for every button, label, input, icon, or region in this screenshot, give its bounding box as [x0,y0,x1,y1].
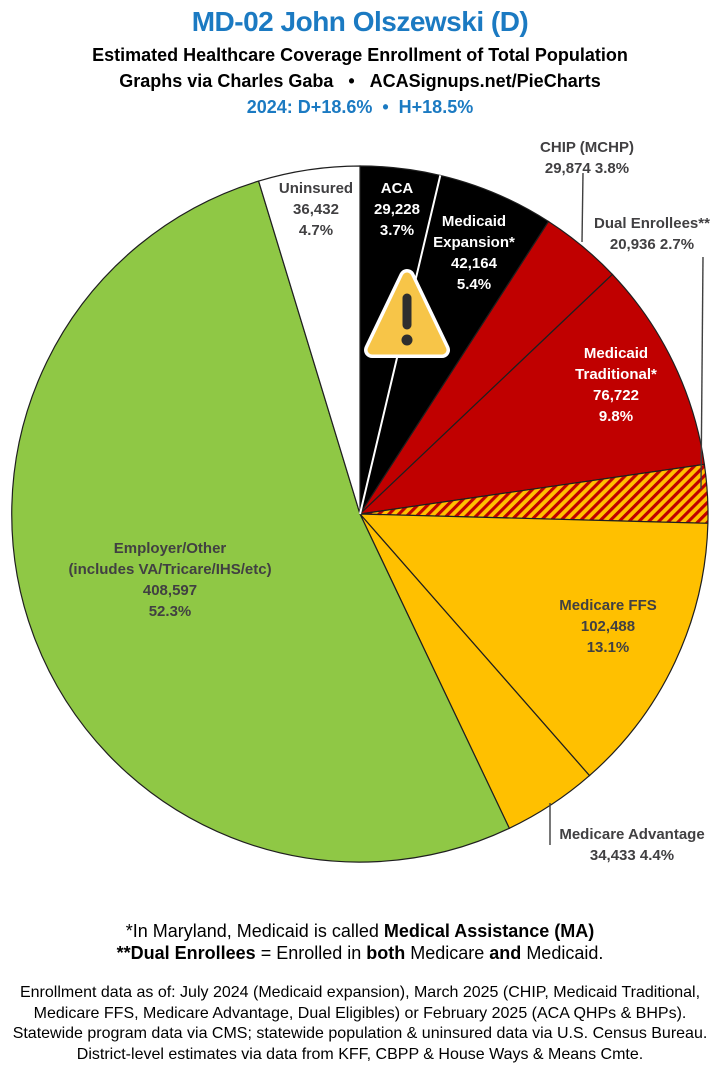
label-line: Traditional* [575,366,657,383]
slice-label-medicare-ffs: Medicare FFS 102,488 13.1% [559,595,657,658]
dual-enrollees-leader-line [700,256,704,490]
slice-label-chip: CHIP (MCHP) 29,874 3.8% [540,137,634,179]
label-line: 42,164 [451,255,497,272]
slice-label-medicaid-expansion: Medicaid Expansion* 42,164 5.4% [433,211,515,295]
pie-slice-employer-other [11,180,511,863]
label-line: Expansion* [433,234,515,251]
label-line: 52.3% [148,603,192,620]
partisan-lean-line: 2024: D+18.6% • H+18.5% [246,97,474,117]
label-line: Employer/Other [113,540,227,557]
footnote-text: Medicaid. [521,943,604,963]
footnote-text-bold: Medical Assistance (MA) [383,921,595,941]
warning-icon: /* fill set via bind below */ [364,269,450,358]
chart-byline: Graphs via Charles Gaba • ACASignups.net… [119,71,601,91]
label-line: ACA [380,180,414,197]
footnote-dual-enrollees: **Dual Enrollees = Enrolled in both Medi… [0,942,720,964]
footnote-medicaid: *In Maryland, Medicaid is called Medical… [0,920,720,942]
footnote-text: = Enrolled in [255,943,367,963]
slice-label-medicare-advantage: Medicare Advantage 34,433 4.4% [559,824,704,866]
label-line: 4.7% [298,222,334,239]
slice-label-aca: ACA 29,228 3.7% [374,178,420,241]
label-line: 102,488 [580,618,636,635]
label-line: Medicare Advantage [559,826,705,843]
slice-label-medicaid-traditional: Medicaid Traditional* 76,722 9.8% [575,343,657,427]
label-line: 408,597 [142,582,198,599]
label-line: 3.7% [379,222,415,239]
label-line: 29,228 [374,201,420,218]
label-line: 34,433 4.4% [589,847,675,864]
label-line: (includes VA/Tricare/IHS/etc) [68,561,272,578]
warning-icon-exclamation-dot [401,334,413,346]
pie-slices [11,165,709,863]
page-title: MD-02 John Olszewski (D) [191,6,529,37]
slice-label-dual-enrollees: Dual Enrollees** 20,936 2.7% [594,213,710,255]
label-line: CHIP (MCHP) [540,139,634,156]
label-line: Medicaid [583,345,649,362]
label-line: 9.8% [598,408,634,425]
slice-label-uninsured: Uninsured 36,432 4.7% [279,178,353,241]
source-line: District-level estimates via data from K… [76,1045,644,1063]
footnote-text: *In Maryland, Medicaid is called [125,921,384,941]
footnote-text-bold: both [366,943,406,963]
pie-slice-uninsured [257,165,361,515]
label-line: Medicaid [441,213,507,230]
label-line: Medicare FFS [559,597,657,614]
footnote-text-bold: **Dual Enrollees [116,943,256,963]
label-line: 36,432 [293,201,339,218]
footnote-text-bold: and [489,943,522,963]
pie-slice-medicare-ffs [358,513,709,777]
source-line: Statewide program data via CMS; statewid… [12,1025,708,1042]
label-line: 76,722 [593,387,639,404]
slice-label-employer-other: Employer/Other (includes VA/Tricare/IHS/… [68,538,271,622]
label-line: 13.1% [586,639,630,656]
source-note: Enrollment data as of: July 2024 (Medica… [0,983,720,1065]
chart-subtitle: Estimated Healthcare Coverage Enrollment… [92,45,628,65]
label-line: 20,936 2.7% [609,236,695,253]
chart-header: MD-02 John Olszewski (D) Estimated Healt… [0,6,720,118]
label-line: 29,874 3.8% [544,160,630,177]
source-line: Medicare FFS, Medicare Advantage, Dual E… [33,1004,687,1022]
footnote-text: Medicare [405,943,490,963]
label-line: 5.4% [456,276,492,293]
label-line: Uninsured [278,180,354,197]
label-line: Dual Enrollees** [594,215,710,232]
chip-leader-line [581,172,584,243]
source-line: Enrollment data as of: July 2024 (Medica… [19,984,701,1001]
footnotes: *In Maryland, Medicaid is called Medical… [0,920,720,964]
